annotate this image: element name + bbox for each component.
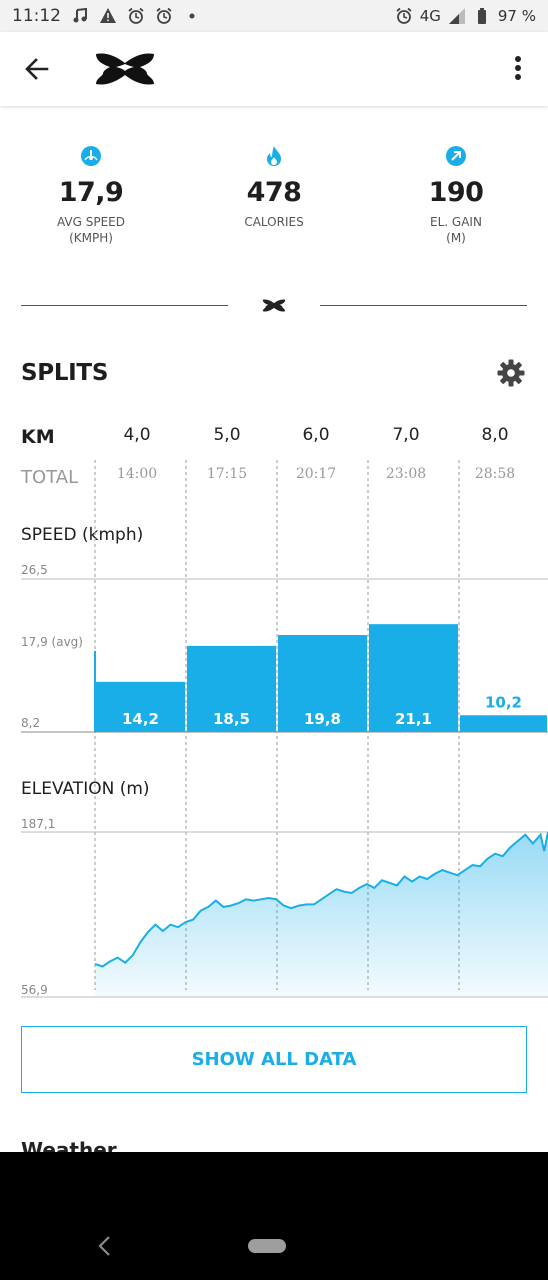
speed-bar-label: 21,1: [395, 710, 432, 728]
speed-axis-avg: 17,9 (avg): [21, 635, 83, 649]
stat-label-line2: (KMPH): [69, 231, 113, 245]
stat-avg-speed: 17,9 AVG SPEED (KMPH): [11, 145, 171, 246]
elevation-axis-top: 187,1: [21, 817, 56, 831]
km-label: KM: [21, 426, 55, 448]
show-all-data-button[interactable]: SHOW ALL DATA: [21, 1026, 527, 1093]
total-time: 20:17: [295, 466, 337, 482]
status-time: 11:12: [12, 6, 61, 26]
elevation-line: [94, 831, 548, 968]
total-time: 23:08: [385, 466, 427, 482]
arrow-left-icon[interactable]: [20, 54, 54, 84]
more-vert-icon[interactable]: [504, 52, 532, 86]
signal-icon: [448, 8, 465, 24]
nav-back-icon[interactable]: [95, 1234, 115, 1258]
dot-icon: [189, 13, 195, 19]
speed-section-label: SPEED (kmph): [21, 525, 144, 545]
elevation-section-label: ELEVATION (m): [21, 779, 150, 799]
stat-label: EL. GAIN (M): [376, 214, 536, 246]
speed-bar-label: 10,2: [485, 693, 522, 711]
km-value: 5,0: [213, 425, 241, 445]
under-armour-logo: [96, 53, 154, 85]
km-value: 6,0: [302, 425, 330, 445]
speed-bar: [187, 645, 276, 732]
elevation-axis-bottom: 56,9: [21, 983, 48, 997]
alarm-icon: [128, 7, 144, 24]
speed-bar: [278, 635, 367, 732]
speed-bar: [369, 624, 458, 732]
battery-icon: [477, 8, 486, 24]
total-time: 17:15: [206, 466, 248, 482]
divider-right: [320, 305, 527, 306]
weather-section-title: Weather: [21, 1138, 117, 1152]
under-armour-logo-small: [262, 299, 286, 312]
warning-icon: [100, 8, 116, 23]
stat-value: 190: [428, 177, 484, 208]
gear-icon[interactable]: [496, 358, 526, 388]
system-nav-bar: [0, 1152, 548, 1280]
splits-title: SPLITS: [21, 360, 109, 386]
battery-level: 97 %: [497, 7, 536, 25]
total-time: 28:58: [474, 466, 516, 482]
alarm-icon: [156, 7, 172, 24]
stat-label-line2: (M): [446, 231, 466, 245]
network-type: 4G: [419, 7, 441, 25]
speed-axis-top: 26,5: [21, 563, 48, 577]
alarm-icon: [396, 7, 412, 24]
stat-label-line1: CALORIES: [244, 215, 304, 229]
total-time: 14:00: [116, 466, 158, 482]
km-value: 4,0: [123, 425, 151, 445]
total-label: TOTAL: [21, 467, 79, 488]
status-bar: 11:12 4G 97 %: [0, 0, 548, 32]
speed-bar: [460, 715, 547, 732]
km-value: 7,0: [392, 425, 420, 445]
speed-bar-label: 18,5: [213, 710, 250, 728]
flame-icon: [267, 146, 281, 166]
stat-value: 478: [246, 177, 302, 208]
speed-bar-label: 14,2: [122, 710, 159, 728]
speed-axis-bottom: 8,2: [21, 716, 41, 730]
speed-bar-label: 19,8: [304, 710, 341, 728]
arrow-up-right-icon: [446, 146, 466, 166]
app-bar: [0, 32, 548, 106]
stat-label: AVG SPEED (KMPH): [11, 214, 171, 246]
speed-bar: [96, 681, 185, 732]
splits-charts: 14,2 18,5 19,8 21,1 10,2: [21, 460, 548, 998]
stat-label: CALORIES: [194, 214, 354, 230]
stat-label-line1: AVG SPEED: [56, 215, 126, 229]
divider-left: [21, 305, 228, 306]
stat-elevation-gain: 190 EL. GAIN (M): [376, 145, 536, 246]
km-value: 8,0: [481, 425, 509, 445]
speedometer-icon: [81, 146, 101, 166]
nav-home-pill[interactable]: [248, 1239, 286, 1253]
stat-value: 17,9: [58, 177, 124, 208]
elevation-area: [95, 832, 548, 997]
stat-calories: 478 CALORIES: [194, 145, 354, 230]
stat-label-line1: EL. GAIN: [430, 215, 482, 229]
music-note-icon: [73, 7, 87, 23]
